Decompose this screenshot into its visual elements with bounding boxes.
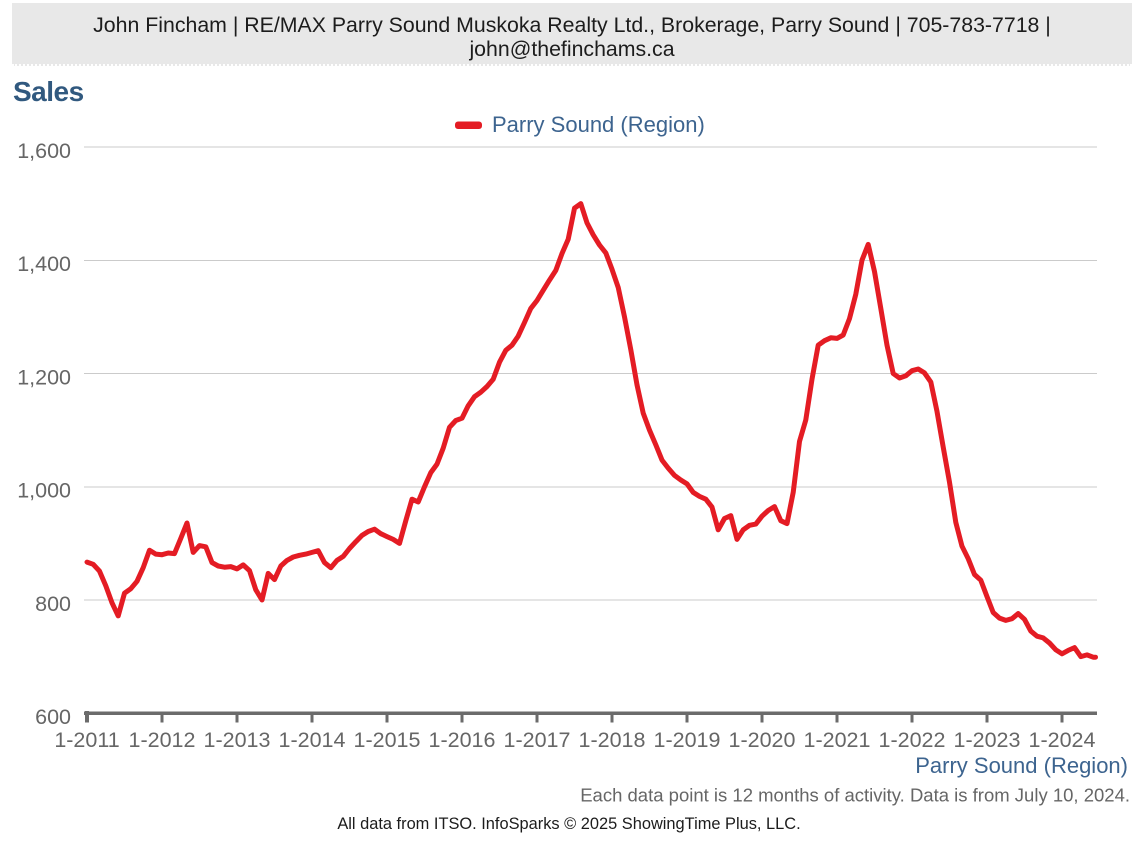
svg-text:Parry Sound (Region): Parry Sound (Region) xyxy=(492,112,705,137)
svg-text:1-2018: 1-2018 xyxy=(579,728,646,752)
svg-text:1-2016: 1-2016 xyxy=(429,728,496,752)
svg-text:1,600: 1,600 xyxy=(17,139,71,163)
svg-text:1-2024: 1-2024 xyxy=(1029,728,1096,752)
svg-text:1-2023: 1-2023 xyxy=(954,728,1021,752)
svg-text:1-2020: 1-2020 xyxy=(729,728,796,752)
svg-text:800: 800 xyxy=(35,592,71,616)
svg-text:All data from ITSO. InfoSparks: All data from ITSO. InfoSparks © 2025 Sh… xyxy=(337,815,800,833)
svg-text:1,400: 1,400 xyxy=(17,252,71,276)
svg-text:1-2022: 1-2022 xyxy=(879,728,946,752)
svg-text:1-2019: 1-2019 xyxy=(654,728,721,752)
svg-text:Parry Sound (Region): Parry Sound (Region) xyxy=(915,753,1128,778)
svg-text:1-2011: 1-2011 xyxy=(54,728,119,752)
svg-text:1,200: 1,200 xyxy=(17,365,71,389)
svg-text:1-2012: 1-2012 xyxy=(129,728,196,752)
svg-text:1-2017: 1-2017 xyxy=(504,728,571,752)
svg-text:1-2015: 1-2015 xyxy=(354,728,421,752)
svg-text:1-2014: 1-2014 xyxy=(279,728,346,752)
svg-text:Each data point is 12 months o: Each data point is 12 months of activity… xyxy=(580,785,1130,806)
svg-text:600: 600 xyxy=(35,705,71,729)
svg-text:1-2013: 1-2013 xyxy=(204,728,271,752)
svg-text:1-2021: 1-2021 xyxy=(804,728,871,752)
svg-text:1,000: 1,000 xyxy=(17,479,71,503)
